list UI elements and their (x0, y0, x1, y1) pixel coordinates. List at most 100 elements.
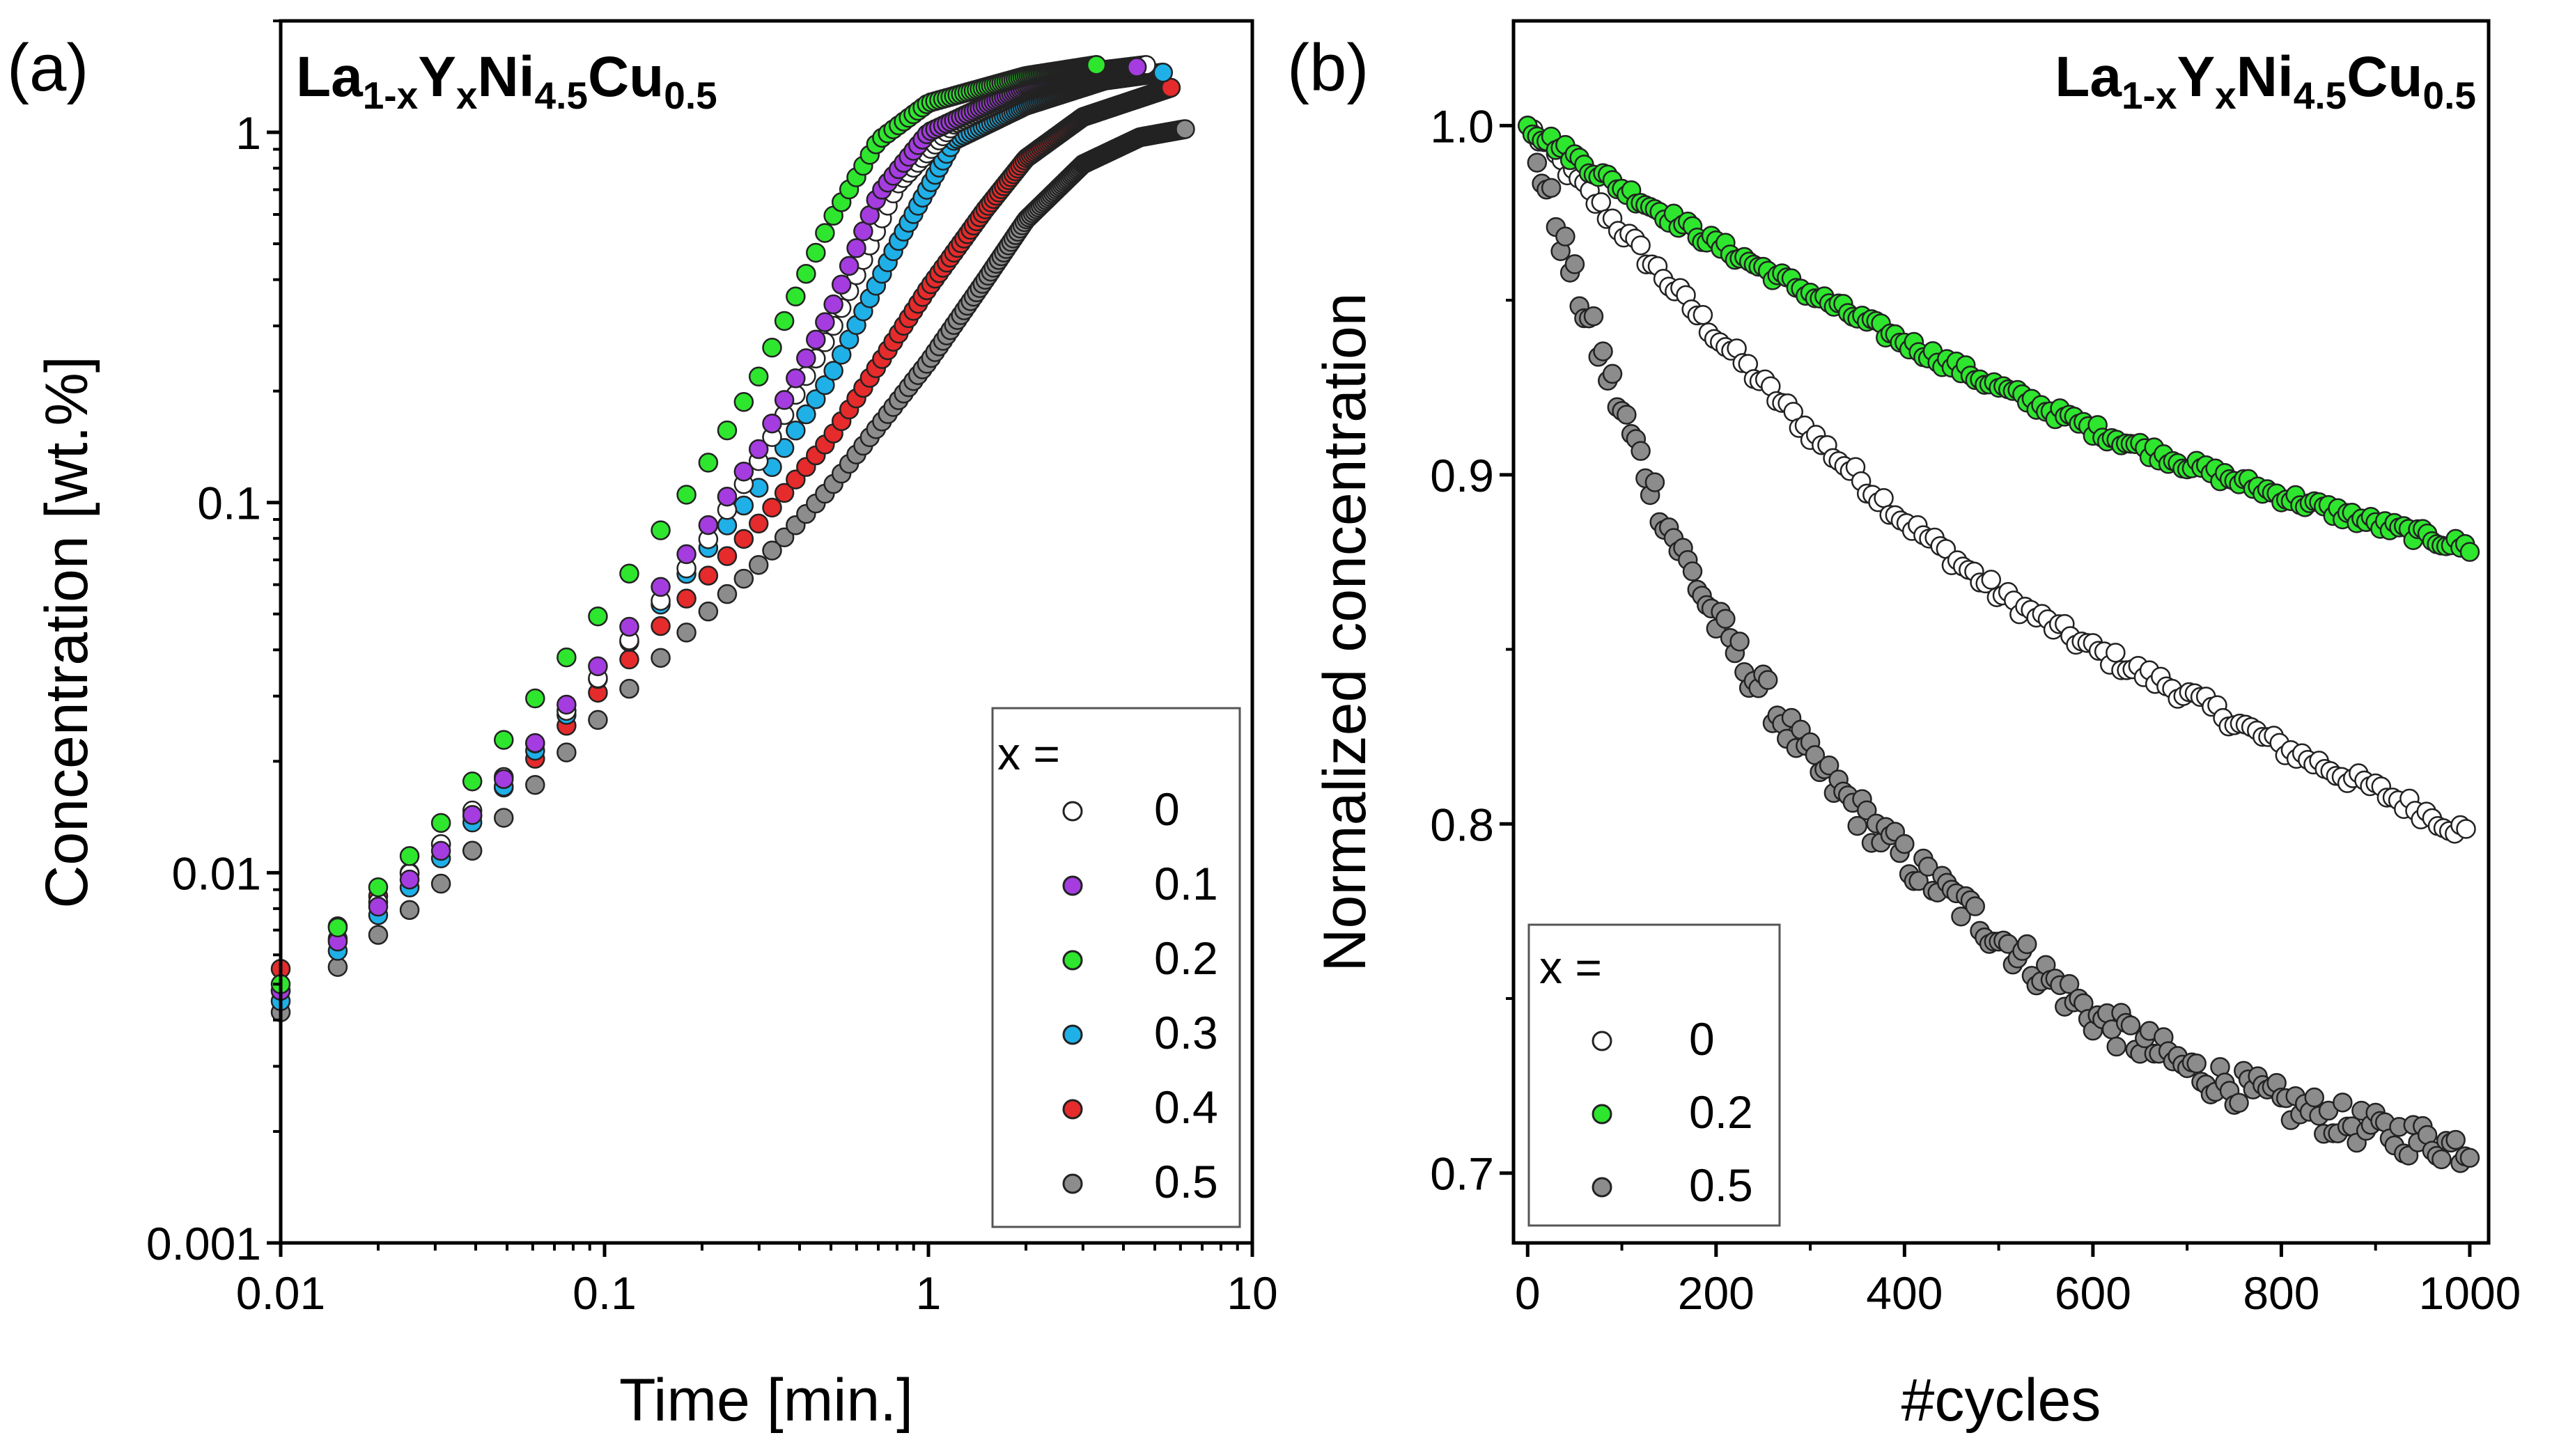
panel-a-point (1126, 57, 1147, 77)
panel-a-point (462, 771, 483, 792)
panel-a-point (430, 840, 451, 861)
panel-a-point (557, 694, 577, 715)
panel-b-legend-label: 0.2 (1689, 1086, 1753, 1138)
panel-a-point (525, 688, 545, 709)
panel-a-ytick-label: 0.01 (172, 847, 261, 899)
panel-a-label: (a) (7, 31, 88, 105)
panel-b-series-0 (1518, 116, 2476, 844)
panel-b-label: (b) (1287, 31, 1369, 105)
panel-a-point (762, 497, 782, 518)
panel-a-point (774, 527, 795, 547)
panel-a-xtick-label: 0.1 (573, 1267, 637, 1319)
panel-a-point (368, 896, 389, 917)
panel-a-point (698, 565, 719, 586)
panel-a-point (493, 730, 514, 750)
panel-a-point (557, 647, 577, 668)
panel-a-point (733, 568, 754, 589)
panel-b-point (2432, 1149, 2452, 1170)
panel-b-point (1631, 441, 1651, 461)
panel-a-point (430, 873, 451, 894)
panel-a-point (651, 520, 671, 540)
panel-a-xtick-label: 10 (1227, 1267, 1277, 1319)
panel-a-series-0.2 (270, 55, 1107, 994)
panel-a-point (748, 513, 769, 534)
panel-b-legend-label: 0.5 (1689, 1159, 1753, 1211)
panel-a-point (619, 563, 639, 584)
panel-b-point (2445, 1129, 2466, 1150)
panel-b-ytick-label: 0.7 (1430, 1148, 1494, 1200)
panel-a-series-0.5 (270, 119, 1195, 1022)
panel-a-point (786, 368, 806, 389)
panel-a-point (676, 485, 697, 505)
panel-a-legend: x = 0 0.1 0.2 0.3 0.4 0.5 (991, 707, 1241, 1228)
panel-a-point (717, 584, 738, 604)
panel-a-point (399, 900, 420, 921)
panel-b-point (1591, 192, 1612, 212)
panel-b-point (2106, 1036, 2126, 1057)
panel-b-legend-marker (1592, 1031, 1612, 1051)
panel-a-point (462, 805, 483, 825)
panel-b-xtick-label: 800 (2243, 1267, 2319, 1319)
panel-b-point (2459, 1148, 2480, 1168)
panel-a-point (368, 925, 389, 945)
panel-b-title: La1-xYxNi4.5Cu0.5 (2055, 45, 2476, 117)
panel-b-legend-marker (1592, 1177, 1612, 1198)
panel-a-point (588, 656, 608, 677)
panel-b-point (2456, 819, 2476, 839)
panel-a-point (676, 588, 697, 609)
panel-b-legend: x = 0 0.2 0.5 (1527, 923, 1781, 1227)
panel-b-point (2016, 934, 2037, 955)
panel-b-legend-marker (1592, 1104, 1612, 1125)
panel-a-point (846, 238, 866, 258)
panel-a-ytick-label: 0.1 (197, 478, 261, 529)
panel-b-point (1644, 472, 1665, 492)
panel-b-point (1682, 561, 1703, 581)
panel-a-ytick-label: 1 (235, 107, 261, 159)
panel-a-point (619, 649, 639, 670)
panel-b-point (1847, 815, 1867, 836)
panel-a-title: La1-xYxNi4.5Cu0.5 (296, 45, 717, 117)
panel-b-point (1583, 306, 1604, 327)
panel-a-point (588, 606, 608, 627)
panel-b-xtick-label: 200 (1678, 1267, 1754, 1319)
panel-a-point (796, 404, 816, 425)
panel-b-point (2106, 643, 2126, 663)
panel-b-point (1602, 363, 1623, 384)
panel-a-xtick-label: 1 (916, 1267, 942, 1319)
panel-a-point (815, 375, 835, 396)
panel-b-series-0.2 (1518, 116, 2480, 562)
panel-a-point (651, 577, 671, 597)
panel-b-xtick-label: 0 (1515, 1267, 1541, 1319)
panel-b-point (1917, 856, 1938, 877)
panel-b-xtick-label: 400 (1866, 1267, 1943, 1319)
panel-a-point (651, 648, 671, 668)
panel-b-legend-title: x = (1539, 941, 1602, 993)
panel-b-xtick-label: 1000 (2419, 1267, 2521, 1319)
panel-a-legend-marker (1062, 801, 1083, 822)
panel-a-point (676, 544, 697, 565)
panel-a-point (839, 256, 859, 276)
panel-a-point (399, 846, 420, 866)
panel-a-legend-marker (1062, 1173, 1083, 1194)
panel-a-point (733, 495, 754, 516)
panel-a-point (806, 242, 826, 263)
panel-b-point (2459, 542, 2480, 562)
panel-a-legend-label: 0.5 (1154, 1156, 1218, 1207)
panel-a-xlabel: Time [min.] (619, 1367, 913, 1434)
panel-a-point (1153, 63, 1174, 83)
panel-b-point (1874, 488, 1894, 508)
panel-b-point (1908, 870, 1929, 891)
panel-b-points (1518, 116, 2480, 1173)
panel-a-legend-title: x = (997, 728, 1060, 779)
panel-a-point (462, 840, 483, 861)
panel-a-point (698, 601, 719, 622)
panel-b-legend-label: 0 (1689, 1013, 1715, 1065)
panel-a-point (733, 529, 754, 549)
panel-a-legend-box (991, 707, 1241, 1228)
panel-a-point (733, 461, 754, 482)
panel-a-point (619, 678, 639, 699)
panel-b-point (1617, 405, 1637, 425)
panel-b-point (1527, 152, 1548, 173)
